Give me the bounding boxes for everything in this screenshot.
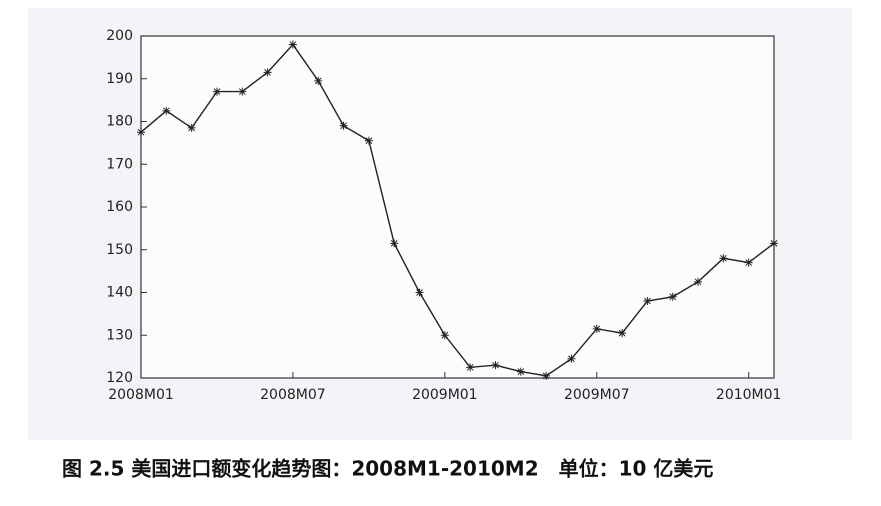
point-marker <box>491 361 500 370</box>
point-marker <box>744 258 753 267</box>
point-marker <box>314 76 323 85</box>
y-tick-label: 130 <box>106 327 133 343</box>
y-tick-label: 150 <box>106 242 133 258</box>
point-marker <box>288 40 297 49</box>
x-tick-label: 2009M07 <box>564 387 630 403</box>
line <box>140 43 775 377</box>
y-tick-label: 140 <box>106 285 133 301</box>
point-marker <box>694 277 703 286</box>
point-marker <box>187 123 196 132</box>
x-tick-label: 2008M07 <box>260 387 326 403</box>
point-marker <box>516 367 525 376</box>
point-marker <box>137 128 145 137</box>
point-marker <box>643 297 652 306</box>
caption: 图 2.5 美国进口额变化趋势图：2008M1-2010M2 单位：10 亿美元 <box>62 457 713 481</box>
point-marker <box>238 87 247 96</box>
x-tick-label: 2010M01 <box>716 387 782 403</box>
point-marker <box>440 331 449 340</box>
y-tick-label: 180 <box>106 114 133 130</box>
point-marker <box>719 254 728 263</box>
point-marker <box>390 239 399 248</box>
point-marker <box>592 324 601 333</box>
y-tick-label: 190 <box>106 71 133 87</box>
point-marker <box>618 329 627 338</box>
point-marker <box>162 106 171 115</box>
point-marker <box>770 239 778 248</box>
point-marker <box>263 68 272 77</box>
y-tick-label: 200 <box>106 28 133 44</box>
y-tick-label: 160 <box>106 199 133 215</box>
point-marker <box>668 292 677 301</box>
point-marker <box>415 288 424 297</box>
y-tick-label: 170 <box>106 156 133 172</box>
point-marker <box>567 354 576 363</box>
point-marker <box>466 363 475 372</box>
plot-frame <box>140 35 775 379</box>
point-marker <box>364 136 373 145</box>
x-tick-label: 2009M01 <box>412 387 478 403</box>
point-marker <box>542 371 551 380</box>
y-tick-label: 120 <box>106 370 133 386</box>
x-tick-label: 2008M01 <box>108 387 174 403</box>
point-marker <box>212 87 221 96</box>
point-marker <box>339 121 348 130</box>
